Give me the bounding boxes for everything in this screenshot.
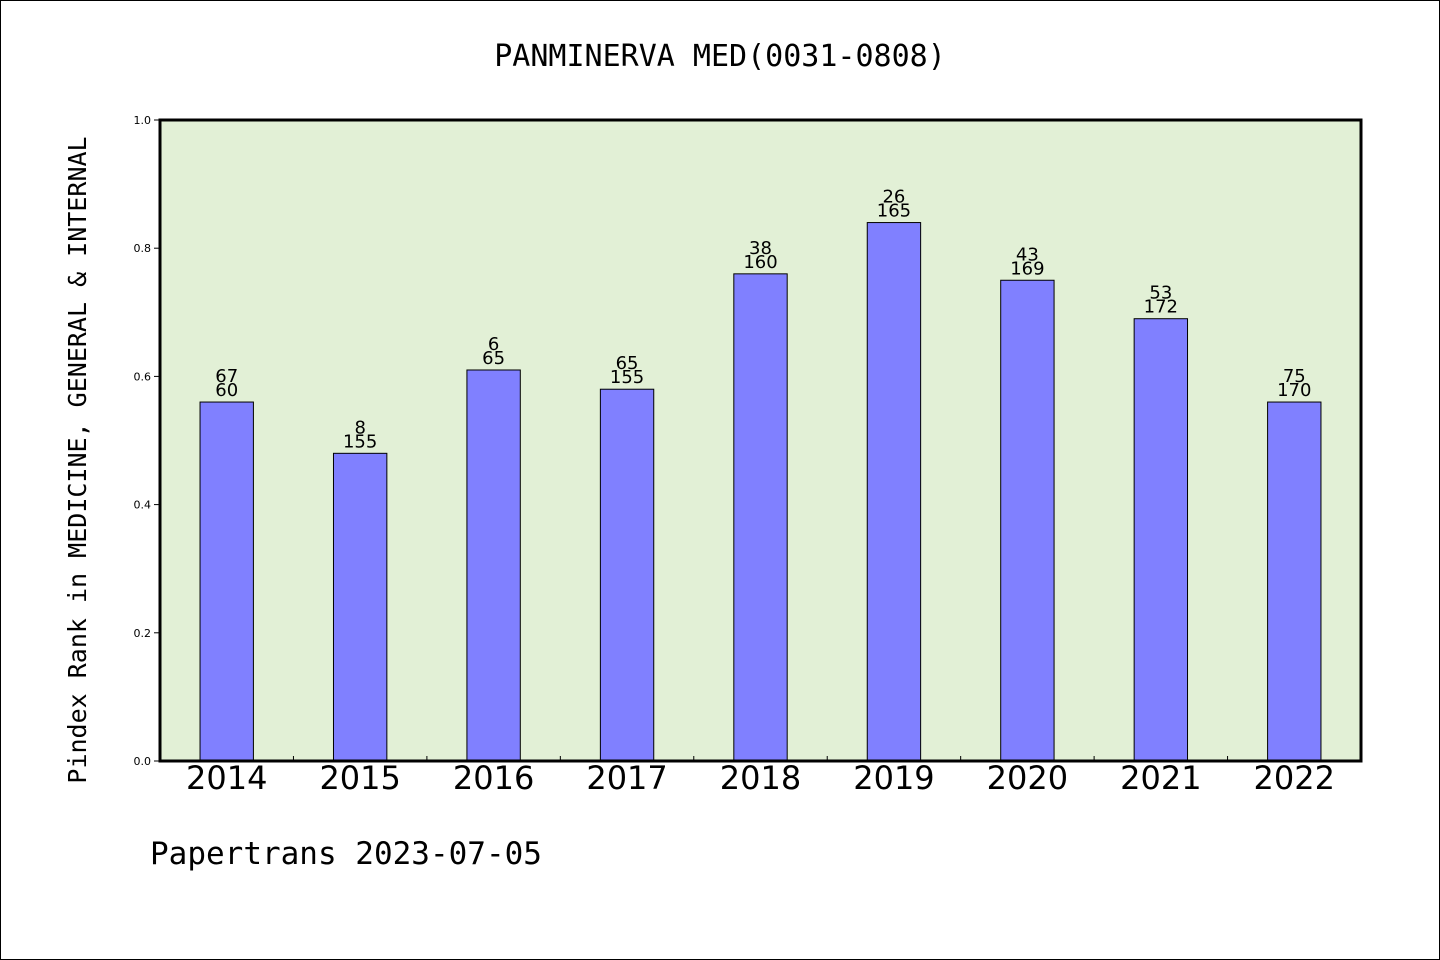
total-label: 172 <box>1144 297 1178 318</box>
bar-2016 <box>466 369 521 762</box>
x-tick-label: 2015 <box>319 759 400 797</box>
total-label: 169 <box>1010 258 1044 279</box>
rank-label: 6 <box>488 334 499 355</box>
bar-2021 <box>1133 318 1189 762</box>
y-axis-label: Pindex Rank in MEDICINE, GENERAL & INTER… <box>63 136 92 783</box>
bar-2017 <box>599 388 655 762</box>
rank-label: 65 <box>616 353 639 374</box>
total-label: 170 <box>1277 380 1311 401</box>
x-tick-label: 2019 <box>853 759 934 797</box>
x-axis: 2014 2015 2016 2017 2018 2019 2020 2021 2022 <box>186 756 1335 797</box>
footer-text: Papertrans 2023-07-05 <box>150 836 542 872</box>
y-tick-label: 0.6 <box>134 370 152 383</box>
total-label: 165 <box>877 201 911 222</box>
bar-2014 <box>199 401 254 762</box>
y-tick-label: 0.4 <box>134 499 152 512</box>
bars <box>199 222 1322 762</box>
rank-label: 75 <box>1283 366 1306 387</box>
x-tick-label: 2018 <box>720 759 801 797</box>
rank-label: 67 <box>215 366 238 387</box>
bar-2020 <box>1000 279 1055 762</box>
rank-label: 8 <box>354 417 365 438</box>
rank-label: 53 <box>1149 283 1172 304</box>
x-tick-label: 2021 <box>1120 759 1201 797</box>
rank-label: 43 <box>1016 244 1039 265</box>
total-label: 155 <box>343 431 377 452</box>
bar-2022 <box>1267 401 1322 762</box>
plot-border <box>158 118 1363 763</box>
y-tick-label: 0.8 <box>134 242 152 255</box>
total-label: 65 <box>482 348 505 369</box>
total-label: 60 <box>215 380 238 401</box>
x-tick-label: 2022 <box>1254 759 1335 797</box>
x-tick-label: 2014 <box>186 759 267 797</box>
x-tick-label: 2016 <box>453 759 534 797</box>
y-tick-label: 0.2 <box>134 627 152 640</box>
y-tick-label: 0.0 <box>134 755 152 768</box>
bar-2018 <box>733 273 788 762</box>
rank-label: 26 <box>882 187 905 208</box>
rank-label: 38 <box>749 238 772 259</box>
bar-2019 <box>866 222 922 762</box>
y-tick-label: 1.0 <box>134 114 152 127</box>
y-axis: 0.0 0.2 0.4 0.6 0.8 1.0 <box>134 114 160 768</box>
x-tick-label: 2020 <box>987 759 1068 797</box>
total-label: 155 <box>610 367 644 388</box>
bar-2015 <box>332 452 388 762</box>
total-label: 160 <box>743 252 777 273</box>
x-tick-label: 2017 <box>586 759 667 797</box>
chart-title: PANMINERVA MED(0031-0808) <box>494 39 946 74</box>
